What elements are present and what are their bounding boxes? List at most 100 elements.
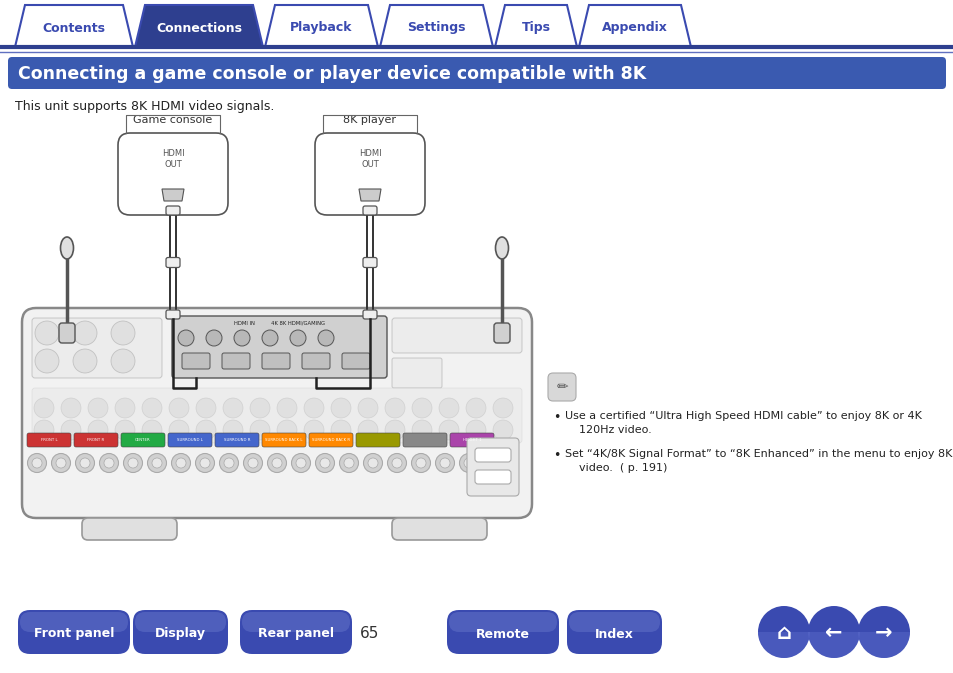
Circle shape [392,458,401,468]
Circle shape [200,458,210,468]
Circle shape [152,458,162,468]
Circle shape [267,454,286,472]
Circle shape [178,330,193,346]
Circle shape [142,398,162,418]
Text: •: • [553,449,559,462]
Text: SURROUND R: SURROUND R [224,438,250,442]
FancyBboxPatch shape [118,133,228,215]
Circle shape [363,454,382,472]
Text: SURROUND L: SURROUND L [177,438,203,442]
Wedge shape [807,632,859,658]
Text: Playback: Playback [290,22,353,34]
Circle shape [438,398,458,418]
Wedge shape [857,632,909,658]
Text: 8K player: 8K player [343,115,396,125]
FancyBboxPatch shape [475,470,511,484]
Circle shape [142,420,162,440]
Circle shape [438,420,458,440]
Circle shape [80,458,90,468]
Circle shape [262,330,277,346]
Circle shape [128,458,138,468]
Circle shape [387,454,406,472]
Circle shape [243,454,262,472]
Circle shape [51,454,71,472]
Circle shape [304,420,324,440]
Polygon shape [15,5,132,47]
FancyBboxPatch shape [314,133,424,215]
Text: Appendix: Appendix [601,22,667,34]
Text: 65: 65 [360,627,379,641]
Circle shape [223,420,243,440]
Circle shape [315,454,335,472]
Circle shape [206,330,222,346]
FancyBboxPatch shape [449,612,557,632]
Ellipse shape [495,237,508,259]
FancyBboxPatch shape [242,612,350,632]
Circle shape [111,321,135,345]
Circle shape [807,606,859,658]
Circle shape [483,454,502,472]
FancyBboxPatch shape [475,448,511,462]
Circle shape [35,349,59,373]
Circle shape [416,458,426,468]
Circle shape [219,454,238,472]
Text: This unit supports 8K HDMI video signals.: This unit supports 8K HDMI video signals… [15,100,274,113]
Text: FRONT L: FRONT L [41,438,57,442]
FancyBboxPatch shape [27,433,71,447]
Polygon shape [162,189,184,201]
Circle shape [459,454,478,472]
Circle shape [339,454,358,472]
Text: Tips: Tips [521,22,550,34]
Text: ⌂: ⌂ [776,623,791,643]
FancyBboxPatch shape [166,310,180,319]
Circle shape [104,458,113,468]
Circle shape [61,398,81,418]
Circle shape [169,420,189,440]
FancyBboxPatch shape [121,433,165,447]
FancyBboxPatch shape [59,323,75,343]
FancyBboxPatch shape [355,433,399,447]
Circle shape [493,398,513,418]
FancyBboxPatch shape [132,610,228,654]
Circle shape [857,606,909,658]
Circle shape [488,458,497,468]
Circle shape [357,398,377,418]
Text: FRONT R: FRONT R [88,438,105,442]
Ellipse shape [60,237,73,259]
Circle shape [331,398,351,418]
Text: Settings: Settings [407,22,465,34]
Polygon shape [265,5,377,47]
Circle shape [465,420,485,440]
FancyBboxPatch shape [363,206,376,215]
FancyBboxPatch shape [363,258,376,267]
Circle shape [56,458,66,468]
FancyBboxPatch shape [172,316,387,378]
Circle shape [28,454,47,472]
Text: HDMI
OUT: HDMI OUT [161,149,184,169]
FancyBboxPatch shape [262,353,290,369]
Circle shape [439,458,450,468]
Polygon shape [495,5,577,47]
Circle shape [250,398,270,418]
FancyBboxPatch shape [568,612,659,632]
Circle shape [115,398,135,418]
Text: →: → [874,623,892,643]
Circle shape [169,398,189,418]
Circle shape [223,398,243,418]
Circle shape [195,398,215,418]
Circle shape [272,458,282,468]
FancyBboxPatch shape [363,310,376,319]
Circle shape [465,398,485,418]
Circle shape [172,454,191,472]
FancyBboxPatch shape [547,373,576,401]
Wedge shape [758,632,809,658]
FancyBboxPatch shape [392,318,521,353]
FancyBboxPatch shape [341,353,370,369]
Circle shape [344,458,354,468]
Circle shape [758,606,809,658]
Circle shape [224,458,233,468]
Circle shape [290,330,306,346]
FancyBboxPatch shape [20,612,128,632]
FancyBboxPatch shape [32,388,521,443]
Text: ←: ← [824,623,841,643]
